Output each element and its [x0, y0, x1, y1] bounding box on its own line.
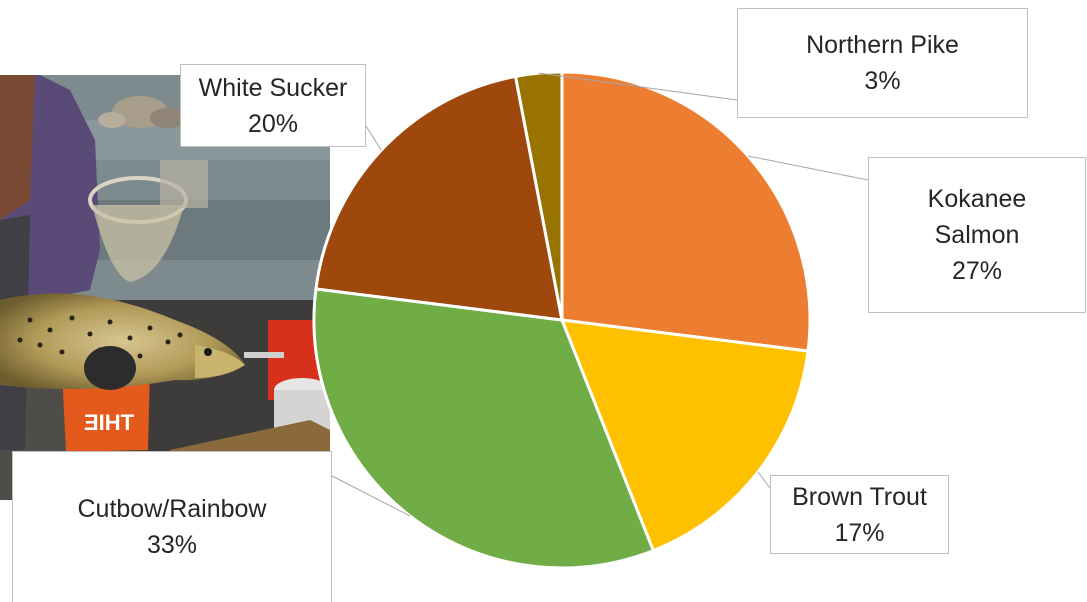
pie-slice-northern-pike: [513, 70, 564, 321]
callout-cutbow-rainbow: Cutbow/Rainbow 33%: [12, 451, 332, 602]
callout-name-line: Brown Trout: [792, 482, 927, 511]
leader-line: [331, 475, 411, 517]
callout-name-line: Cutbow/Rainbow: [77, 495, 267, 523]
callout-brown-trout: Brown Trout 17%: [770, 475, 949, 554]
callout-value: 3%: [864, 67, 901, 95]
pie-slice-cutbow-rainbow: [312, 287, 656, 570]
callout-northern-pike: Northern Pike 3%: [737, 8, 1028, 118]
callout-value: 17%: [834, 518, 885, 547]
callout-value: 33%: [146, 531, 198, 559]
leader-line: [747, 155, 869, 181]
callout-name-line: White Sucker: [198, 73, 348, 102]
callout-value: 20%: [247, 109, 299, 138]
callout-value: 27%: [951, 257, 1003, 285]
callout-name-line: Salmon: [934, 221, 1020, 249]
callout-name-line: Kokanee: [927, 185, 1027, 213]
pie-slice-kokanee-salmon: [560, 70, 812, 353]
callout-name-line: Northern Pike: [806, 31, 959, 59]
leader-line: [757, 471, 771, 489]
leader-line: [365, 125, 382, 151]
pie-slice-brown-trout: [559, 318, 810, 553]
pie-slice-white-sucker: [314, 74, 564, 322]
callout-kokanee-salmon: Kokanee Salmon 27%: [868, 157, 1086, 313]
callout-white-sucker: White Sucker 20%: [180, 64, 366, 147]
svg-text:ƎIHT: ƎIHT: [84, 410, 135, 435]
leader-line: [538, 72, 738, 101]
